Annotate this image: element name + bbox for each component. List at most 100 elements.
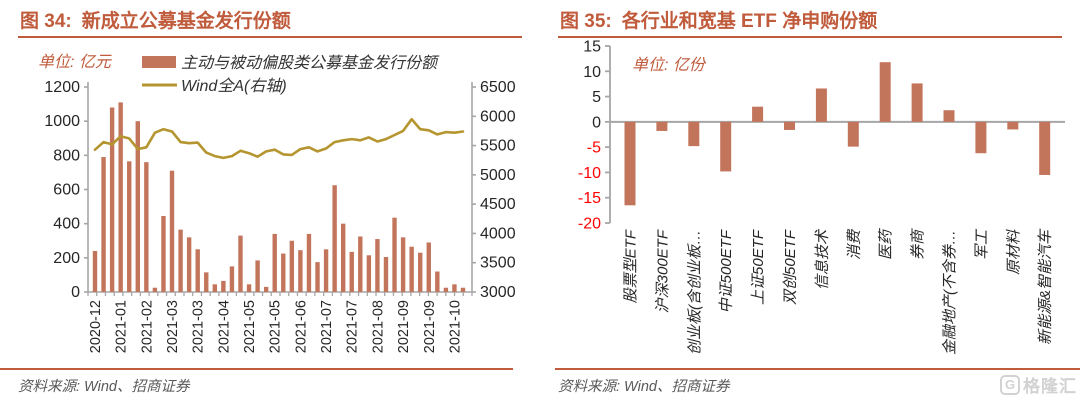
issuance-bar (135, 121, 140, 293)
y-axis-tick-label: 15 (583, 40, 601, 56)
issuance-bar (118, 102, 123, 292)
x-axis-month-label: 2021-04 (216, 300, 232, 353)
right-axis-tick-label: 6000 (480, 108, 516, 125)
etf-flow-bar (943, 110, 955, 122)
issuance-bar (315, 262, 320, 292)
issuance-bar (298, 250, 303, 292)
issuance-bar (229, 266, 235, 292)
figure-35-footer-rule (555, 368, 1080, 370)
right-axis-tick-label: 6500 (480, 79, 516, 96)
figure-34-source-note: 资料来源: Wind、招商证券 (18, 379, 190, 395)
issuance-bar (152, 287, 158, 292)
figure-35-label: 图 35: (560, 11, 612, 32)
fund-issuance-chart: 单位: 亿元 主动与被动偏股类公募基金发行份额 Wind全A(右轴) 0 200 400 6… (38, 53, 516, 353)
x-axis-month-label: 2021-05 (268, 300, 284, 353)
left-axis-tick-label: 1000 (44, 113, 80, 130)
figure-34-label: 图 34: (20, 11, 72, 32)
y-axis-tick-label: -15 (578, 190, 601, 207)
left-unit-label: 单位: 亿元 (38, 53, 113, 71)
etf-flow-bar (1039, 121, 1051, 175)
right-unit-label: 单位: 亿份 (632, 56, 707, 74)
issuance-bar (332, 185, 337, 292)
right-axis-tick-label: 5000 (480, 167, 516, 184)
etf-flow-bar (879, 62, 891, 122)
x-axis-month-label: 2021-05 (242, 300, 258, 353)
issuance-bar (400, 237, 406, 292)
issuance-bar (452, 284, 457, 292)
issuance-bar (204, 272, 209, 292)
y-axis-tick-label: 0 (592, 114, 601, 131)
issuance-bar (246, 284, 252, 292)
gelonghui-logo-text: 格隆汇 (1023, 377, 1077, 396)
issuance-bar (144, 162, 149, 292)
y-axis-tick-label: -10 (578, 165, 601, 182)
issuance-bar (443, 287, 449, 292)
x-axis-month-label: 2021-10 (447, 300, 463, 353)
x-axis-month-label: 2021-06 (293, 300, 309, 353)
issuance-bar (358, 236, 363, 292)
right-axis-tick-label: 4000 (480, 225, 516, 242)
issuance-bar (221, 280, 226, 292)
issuance-bar (392, 217, 397, 292)
issuance-bar (323, 249, 329, 292)
issuance-bar (375, 239, 380, 292)
legend-line-label: Wind全A(右轴) (181, 77, 287, 95)
x-axis-month-label: 2021-08 (370, 300, 386, 353)
category-label: 中证500ETF (718, 229, 735, 313)
issuance-bar (161, 215, 166, 292)
category-label: 消费 (846, 228, 863, 260)
gelonghui-logo: G 格隆汇 (1000, 372, 1077, 397)
figure-34-title: 图 34: 新成立公募基金发行份额 (20, 6, 291, 33)
x-axis-month-label: 2021-02 (139, 300, 155, 353)
right-axis-tick-label: 3000 (480, 284, 516, 301)
issuance-bar (212, 284, 218, 292)
issuance-bar (418, 252, 423, 292)
figure-35-title-rule (558, 36, 1062, 38)
etf-flow-bar (720, 121, 732, 172)
category-label: 医药 (878, 228, 895, 260)
figure-35-title-text: 各行业和宽基 ETF 净申购份额 (621, 11, 878, 32)
issuance-bar (281, 253, 286, 292)
x-axis-month-label: 2021-03 (165, 300, 181, 353)
legend-bar-label: 主动与被动偏股类公募基金发行份额 (181, 54, 440, 72)
etf-net-subscription-chart: 单位: 亿份 15 10 5 0 -5 -10 -15 -20 股票型ETF 沪深300ETF 创业板… (578, 40, 1065, 355)
etf-flow-bar (815, 88, 827, 122)
issuance-bar (195, 249, 200, 292)
figure-35-source-note: 资料来源: Wind、招商证券 (558, 379, 730, 395)
issuance-bar (426, 242, 431, 292)
issuance-bar (109, 107, 115, 292)
left-axis-tick-label: 600 (53, 182, 80, 199)
category-label: 金融地产(不含券… (942, 230, 959, 355)
figure-34-footer-rule (0, 368, 513, 370)
category-label: 创业板(含创业板… (686, 230, 703, 355)
right-axis-tick-label: 5500 (480, 138, 516, 155)
issuance-bar (127, 161, 132, 292)
issuance-bar (101, 157, 106, 292)
category-label: 双创50ETF (782, 229, 799, 305)
category-label: 上证50ETF (750, 229, 767, 305)
issuance-bar (435, 271, 440, 292)
x-axis-month-label: 2021-09 (422, 300, 438, 353)
etf-flow-bar (1007, 121, 1019, 130)
left-axis-tick-label: 400 (53, 216, 80, 233)
etf-flow-bar (752, 106, 764, 122)
issuance-bar (255, 260, 260, 292)
left-axis-tick-label: 200 (53, 250, 80, 267)
x-axis-month-label: 2021-09 (396, 300, 412, 353)
etf-flow-bar (847, 121, 859, 147)
issuance-bar (92, 251, 98, 292)
x-axis-month-label: 2021-01 (114, 300, 130, 353)
issuance-bar (460, 287, 466, 292)
issuance-bar (238, 235, 243, 292)
category-label: 信息技术 (814, 228, 831, 290)
right-axis-tick-label: 3500 (480, 255, 516, 272)
issuance-bar (178, 229, 183, 292)
etf-flow-bar (784, 121, 795, 130)
etf-flow-bar (975, 121, 987, 154)
issuance-bar (306, 233, 312, 292)
x-axis-month-label: 2021-07 (345, 300, 361, 353)
issuance-bar (409, 246, 414, 292)
legend-bar-swatch (142, 56, 176, 68)
issuance-bar (349, 251, 354, 292)
